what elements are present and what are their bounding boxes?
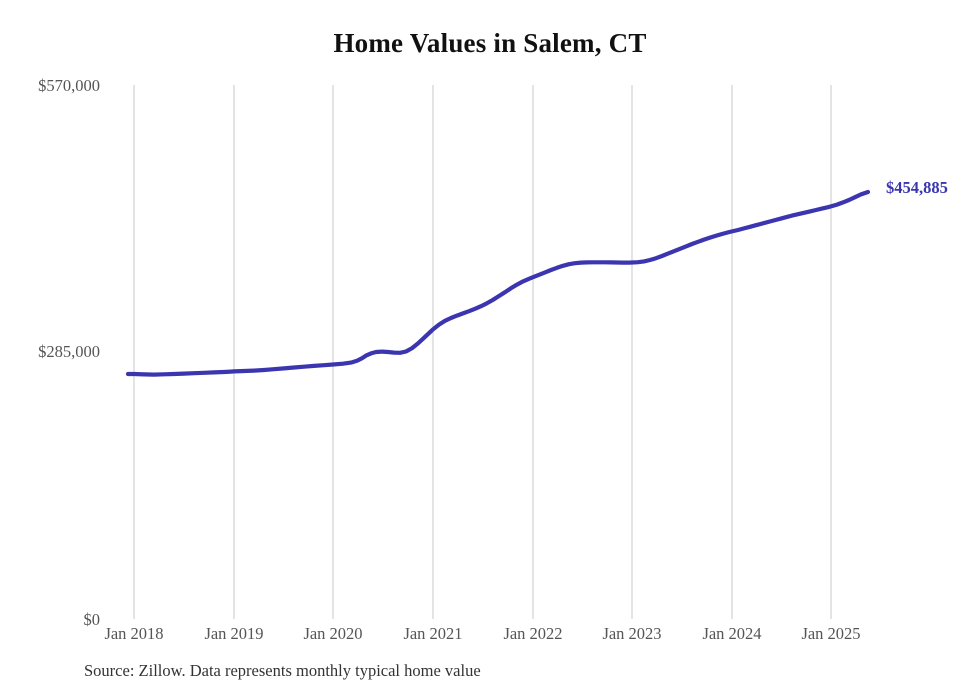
ytick-label-top: $570,000 <box>38 76 100 95</box>
vertical-gridlines <box>133 85 832 619</box>
xtick-label-jan-2023: Jan 2023 <box>602 624 662 643</box>
xtick-label-jan-2019: Jan 2019 <box>204 624 264 643</box>
xtick-label-jan-2024: Jan 2024 <box>702 624 762 643</box>
xtick-label-jan-2022: Jan 2022 <box>503 624 563 643</box>
ytick-label-bottom: $0 <box>83 610 101 629</box>
xtick-label-jan-2018: Jan 2018 <box>104 624 164 643</box>
end-value-annotation: $454,885 <box>886 178 948 197</box>
xtick-label-jan-2020: Jan 2020 <box>303 624 363 643</box>
chart-title: Home Values in Salem, CT <box>333 28 647 58</box>
series-line-typical-home-value <box>125 189 871 377</box>
source-note: Source: Zillow. Data represents monthly … <box>84 661 481 680</box>
xtick-label-jan-2025: Jan 2025 <box>801 624 861 643</box>
xtick-label-jan-2021: Jan 2021 <box>403 624 463 643</box>
ytick-label-mid: $285,000 <box>38 342 100 361</box>
